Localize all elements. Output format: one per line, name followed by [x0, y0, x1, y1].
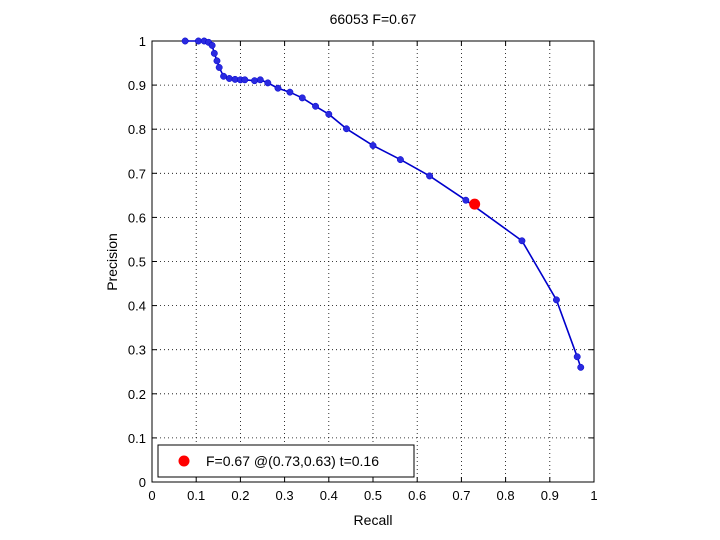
data-point: [396, 156, 404, 164]
x-tick-label: 0.5: [364, 488, 382, 503]
data-point: [220, 72, 228, 80]
x-tick-label: 0.6: [408, 488, 426, 503]
data-point: [518, 237, 526, 245]
data-point: [251, 77, 258, 85]
axis-ticks: 0 0.1 0.2 0.3 0.4 0.5 0.6 0.7 0.8 0.9 1 0 0.1 0.2 0.3 0…: [128, 34, 598, 503]
legend-box: [157, 444, 415, 478]
y-tick-label: 0: [139, 475, 146, 490]
x-tick-label: 0.2: [231, 488, 249, 503]
y-tick-label: 0.2: [128, 387, 146, 402]
x-tick-label: 0.3: [276, 488, 294, 503]
data-point: [286, 88, 294, 96]
data-point: [210, 49, 218, 57]
data-point: [552, 296, 560, 304]
y-tick-label: 1: [139, 34, 146, 49]
x-tick-label: 0.8: [497, 488, 515, 503]
y-tick-label: 0.1: [128, 431, 146, 446]
data-point: [426, 172, 434, 180]
data-point: [274, 84, 282, 92]
x-tick-label: 0: [148, 488, 155, 503]
legend-marker: [178, 455, 190, 467]
data-point: [194, 37, 202, 45]
y-tick-label: 0.3: [128, 343, 146, 358]
data-point: [264, 79, 272, 87]
y-tick-label: 0.6: [128, 210, 146, 225]
data-point: [325, 110, 333, 118]
data-point: [241, 76, 249, 84]
x-axis-label: Recall: [354, 512, 393, 528]
data-point: [181, 37, 189, 45]
y-tick-label: 0.7: [128, 166, 146, 181]
data-point: [573, 353, 581, 361]
x-tick-label: 0.9: [541, 488, 559, 503]
grid: [152, 41, 594, 482]
data-point: [369, 142, 377, 149]
y-tick-label: 0.9: [128, 78, 146, 93]
data-point: [208, 41, 216, 49]
data-point: [343, 125, 350, 133]
chart-title: 66053 F=0.67: [330, 11, 417, 27]
y-axis-label: Precision: [104, 233, 120, 291]
data-point: [577, 363, 585, 371]
data-point: [215, 64, 223, 71]
x-tick-label: 0.7: [452, 488, 470, 503]
y-tick-label: 0.5: [128, 255, 146, 270]
series-pr-curve: [181, 37, 585, 371]
data-point: [462, 196, 470, 204]
best-f-point: [469, 198, 481, 210]
legend: F=0.67 @(0.73,0.63) t=0.16: [157, 444, 415, 478]
best-f-point-group: [469, 198, 481, 210]
y-tick-label: 0.8: [128, 122, 146, 137]
x-tick-label: 0.1: [187, 488, 205, 503]
x-tick-label: 0.4: [320, 488, 338, 503]
data-point: [213, 57, 221, 65]
data-point: [225, 75, 233, 82]
data-point: [312, 102, 319, 110]
data-point: [256, 76, 264, 84]
x-tick-label: 1: [590, 488, 597, 503]
legend-text: F=0.67 @(0.73,0.63) t=0.16: [206, 453, 379, 469]
data-point: [298, 94, 306, 102]
y-tick-label: 0.4: [128, 299, 146, 314]
